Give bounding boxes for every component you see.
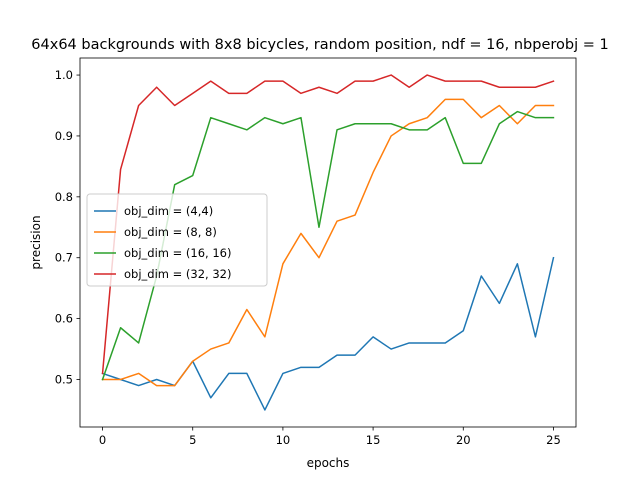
y-axis-ticks: 0.5 0.6 0.7 0.8 0.9 1.0 bbox=[55, 68, 80, 387]
legend-label-2: obj_dim = (16, 16) bbox=[124, 246, 231, 260]
x-tick-label: 5 bbox=[189, 433, 196, 447]
x-axis-label: epochs bbox=[307, 456, 350, 470]
x-tick-label: 20 bbox=[456, 433, 471, 447]
y-tick-label: 0.6 bbox=[55, 312, 73, 326]
x-tick-label: 10 bbox=[276, 433, 291, 447]
plot-area bbox=[101, 74, 555, 411]
legend: obj_dim = (4,4) obj_dim = (8, 8) obj_dim =… bbox=[86, 193, 268, 287]
legend-label-1: obj_dim = (8, 8) bbox=[124, 225, 217, 239]
y-tick-label: 0.9 bbox=[55, 129, 73, 143]
y-tick-label: 1.0 bbox=[55, 68, 73, 82]
legend-label-3: obj_dim = (32, 32) bbox=[124, 267, 231, 281]
series-line-3 bbox=[101, 74, 555, 375]
x-axis-ticks: 0 5 10 15 20 25 bbox=[99, 427, 561, 447]
axes-frame bbox=[79, 57, 577, 428]
legend-box bbox=[86, 193, 268, 287]
x-tick-label: 25 bbox=[546, 433, 561, 447]
legend-label-0: obj_dim = (4,4) bbox=[124, 204, 213, 218]
series-line-2 bbox=[101, 110, 555, 381]
y-tick-label: 0.7 bbox=[55, 251, 73, 265]
y-tick-label: 0.8 bbox=[55, 190, 73, 204]
x-tick-label: 15 bbox=[366, 433, 381, 447]
series-line-1 bbox=[101, 98, 555, 387]
y-tick-label: 0.5 bbox=[55, 373, 73, 387]
chart-title: 64x64 backgrounds with 8x8 bicycles, ran… bbox=[31, 37, 608, 53]
x-tick-label: 0 bbox=[99, 433, 106, 447]
y-axis-label: precision bbox=[29, 215, 43, 269]
